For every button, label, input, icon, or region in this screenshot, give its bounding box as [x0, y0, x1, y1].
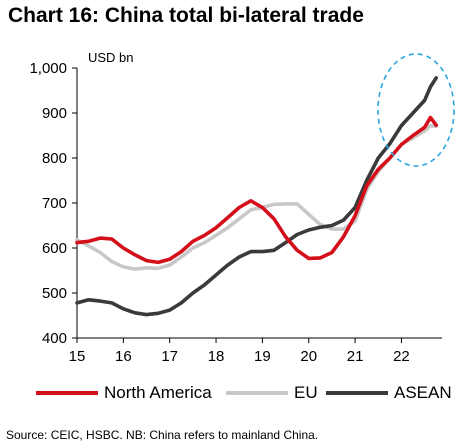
x-tick-label: 19: [254, 348, 271, 365]
highlight-circle: [377, 53, 455, 167]
legend-label-eu: EU: [294, 383, 318, 402]
y-tick-label: 1,000: [29, 60, 67, 77]
x-tick-label: 17: [161, 348, 178, 365]
legend-item-eu: EU: [226, 378, 318, 408]
y-tick-label: 800: [42, 150, 67, 167]
chart-title: Chart 16: China total bi-lateral trade: [8, 4, 364, 27]
series-layer: [75, 76, 439, 317]
x-tick-label: 18: [208, 348, 225, 365]
x-axis: 15 16 17 18 19 20 21 22: [69, 337, 442, 365]
y-axis: 400 500 600 700 800 900 1,000: [29, 60, 78, 347]
x-tick-label: 16: [115, 348, 132, 365]
y-tick-label: 500: [42, 285, 67, 302]
y-tick-label: 600: [42, 240, 67, 257]
series-line-asean: [75, 76, 439, 317]
unit-label: USD bn: [88, 50, 134, 65]
legend-swatch-asean: [326, 391, 388, 395]
legend-item-north-america: North America: [36, 378, 212, 408]
legend-label-north-america: North America: [104, 383, 212, 402]
series-line-eu: [75, 123, 439, 271]
y-tick-label: 900: [42, 105, 67, 122]
legend-swatch-eu: [226, 391, 288, 395]
source-note: Source: CEIC, HSBC. NB: China refers to …: [6, 428, 319, 442]
legend-label-asean: ASEAN: [394, 383, 452, 402]
x-tick-label: 15: [69, 348, 86, 365]
legend-swatch-north-america: [36, 391, 98, 395]
legend: North America EU ASEAN: [0, 378, 461, 408]
legend-item-asean: ASEAN: [326, 378, 452, 408]
x-tick-label: 22: [393, 348, 410, 365]
x-tick-label: 20: [300, 348, 317, 365]
y-tick-label: 700: [42, 195, 67, 212]
series-line-north-america: [75, 115, 439, 265]
chart-svg: 400 500 600 700 800 900 1,000 15 16 17 18 19 20 21 22: [29, 53, 455, 365]
y-tick-label: 400: [42, 330, 67, 347]
x-tick-label: 21: [347, 348, 364, 365]
